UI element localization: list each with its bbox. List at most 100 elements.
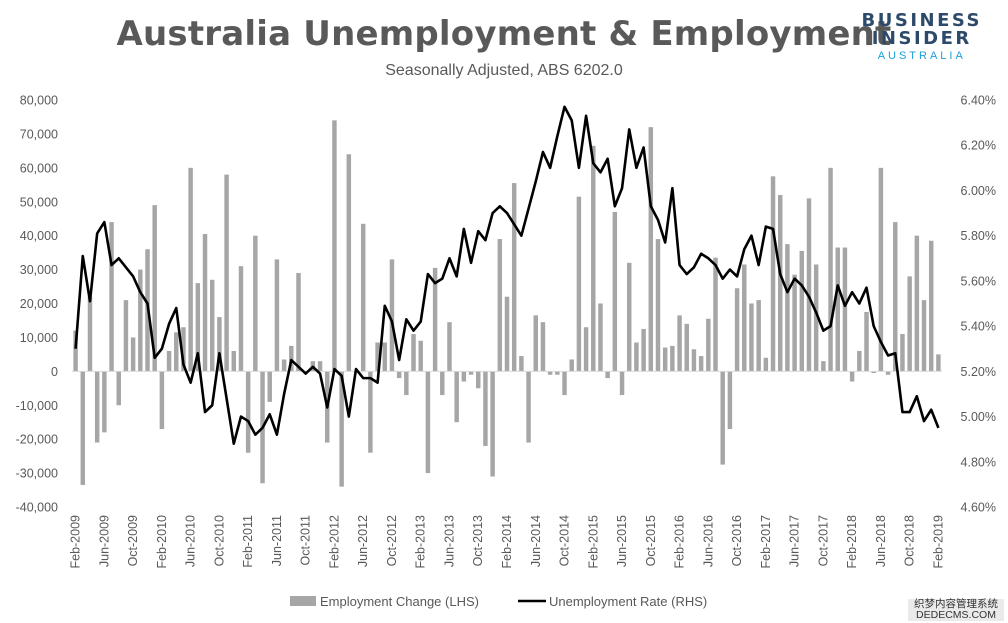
y-left-tick-label: 80,000: [20, 94, 58, 108]
x-tick-label: Feb-2011: [241, 515, 255, 568]
bar: [828, 167, 833, 372]
bar: [476, 371, 481, 389]
x-tick-label: Feb-2012: [327, 515, 341, 569]
x-tick-label: Feb-2015: [586, 515, 600, 569]
bar: [605, 371, 610, 379]
bar: [130, 337, 136, 372]
bar: [317, 361, 323, 372]
bar: [655, 239, 661, 372]
bar: [360, 223, 366, 372]
y-right-tick-label: 5.20%: [961, 365, 996, 379]
bar: [425, 371, 431, 474]
bar: [188, 167, 193, 372]
bar: [166, 350, 172, 372]
y-right-tick-label: 5.60%: [961, 274, 996, 288]
bar: [777, 194, 783, 372]
y-left-tick-label: 60,000: [20, 161, 58, 175]
bar: [785, 244, 790, 372]
bar: [576, 196, 582, 372]
bar: [454, 371, 459, 423]
bar: [849, 371, 855, 382]
bar: [734, 288, 740, 372]
bar: [73, 330, 78, 372]
bar: [547, 371, 553, 375]
bar: [174, 332, 179, 372]
bar: [368, 371, 373, 453]
bar: [396, 371, 402, 379]
bar: [835, 247, 840, 372]
y-left-tick-label: 0: [51, 365, 58, 379]
x-tick-label: Oct-2018: [903, 515, 917, 566]
bar: [813, 264, 819, 372]
bar: [497, 239, 503, 372]
y-left-tick-label: -30,000: [16, 467, 58, 481]
bar: [799, 250, 805, 372]
y-right-tick-label: 5.00%: [961, 410, 996, 424]
bar: [195, 283, 201, 372]
bar: [533, 315, 538, 372]
bar: [763, 357, 769, 372]
x-tick-label: Oct-2012: [385, 515, 399, 566]
bar: [684, 323, 689, 372]
bar: [670, 345, 675, 372]
y-right-tick-label: 5.40%: [961, 320, 996, 334]
y-axis-left: -40,000 -30,000 -20,000 -10,000 0 10,000 20,00…: [16, 94, 58, 515]
y-left-tick-label: -40,000: [16, 501, 58, 515]
watermark: 织梦内容管理系统 DEDECMS.COM: [908, 599, 1004, 621]
bar: [511, 183, 517, 372]
x-tick-label: Oct-2016: [730, 515, 744, 566]
bar: [770, 176, 776, 372]
y-left-tick-label: 10,000: [20, 331, 58, 345]
bar: [109, 222, 114, 372]
x-tick-label: Jun-2014: [529, 515, 543, 567]
x-tick-label: Jun-2013: [443, 515, 457, 567]
bar: [526, 371, 531, 443]
x-tick-label: Jun-2015: [615, 515, 629, 567]
x-tick-label: Oct-2009: [126, 515, 140, 566]
legend: Employment Change (LHS) Unemployment Rat…: [290, 594, 707, 609]
bar: [339, 371, 344, 487]
bar: [217, 317, 222, 372]
bar: [648, 127, 654, 372]
x-tick-label: Feb-2009: [69, 515, 83, 569]
y-right-tick-label: 4.60%: [961, 501, 996, 515]
bar: [662, 347, 668, 372]
bar: [720, 371, 725, 465]
business-insider-logo: BUSINESS INSIDER AUSTRALIA: [862, 12, 982, 62]
bar: [102, 371, 107, 433]
bar: [727, 371, 733, 429]
bar: [238, 266, 244, 372]
x-axis: Feb-2009 Jun-2009 Oct-2009 Feb-2010 Jun-2010…: [69, 515, 946, 569]
bar: [123, 300, 129, 372]
bar: [231, 350, 237, 372]
legend-label-employment-change: Employment Change (LHS): [320, 594, 479, 609]
y-right-tick-label: 4.80%: [961, 455, 996, 469]
bar: [936, 354, 941, 372]
bar: [885, 371, 891, 375]
bar: [569, 359, 574, 372]
logo-line-2: INSIDER: [871, 28, 972, 49]
bar: [583, 327, 589, 372]
bar: [382, 342, 387, 372]
bar: [713, 257, 718, 372]
bar: [209, 279, 215, 372]
bar: [346, 154, 352, 372]
bar: [792, 274, 797, 372]
bar: [742, 264, 747, 372]
bar: [404, 371, 409, 396]
y-right-tick-label: 5.80%: [961, 229, 996, 243]
bar: [490, 371, 495, 477]
x-tick-label: Jun-2010: [184, 515, 198, 567]
bar: [871, 371, 876, 374]
bar: [159, 371, 165, 429]
bar: [641, 328, 646, 372]
x-tick-label: Oct-2017: [816, 515, 830, 566]
bar: [857, 350, 862, 372]
x-tick-label: Jun-2017: [788, 515, 802, 567]
bar: [756, 300, 761, 372]
chart-subtitle: Seasonally Adjusted, ABS 6202.0: [385, 62, 623, 79]
x-tick-label: Jun-2018: [874, 515, 888, 567]
bar: [80, 371, 86, 485]
bar: [540, 322, 546, 372]
bar: [461, 371, 467, 382]
